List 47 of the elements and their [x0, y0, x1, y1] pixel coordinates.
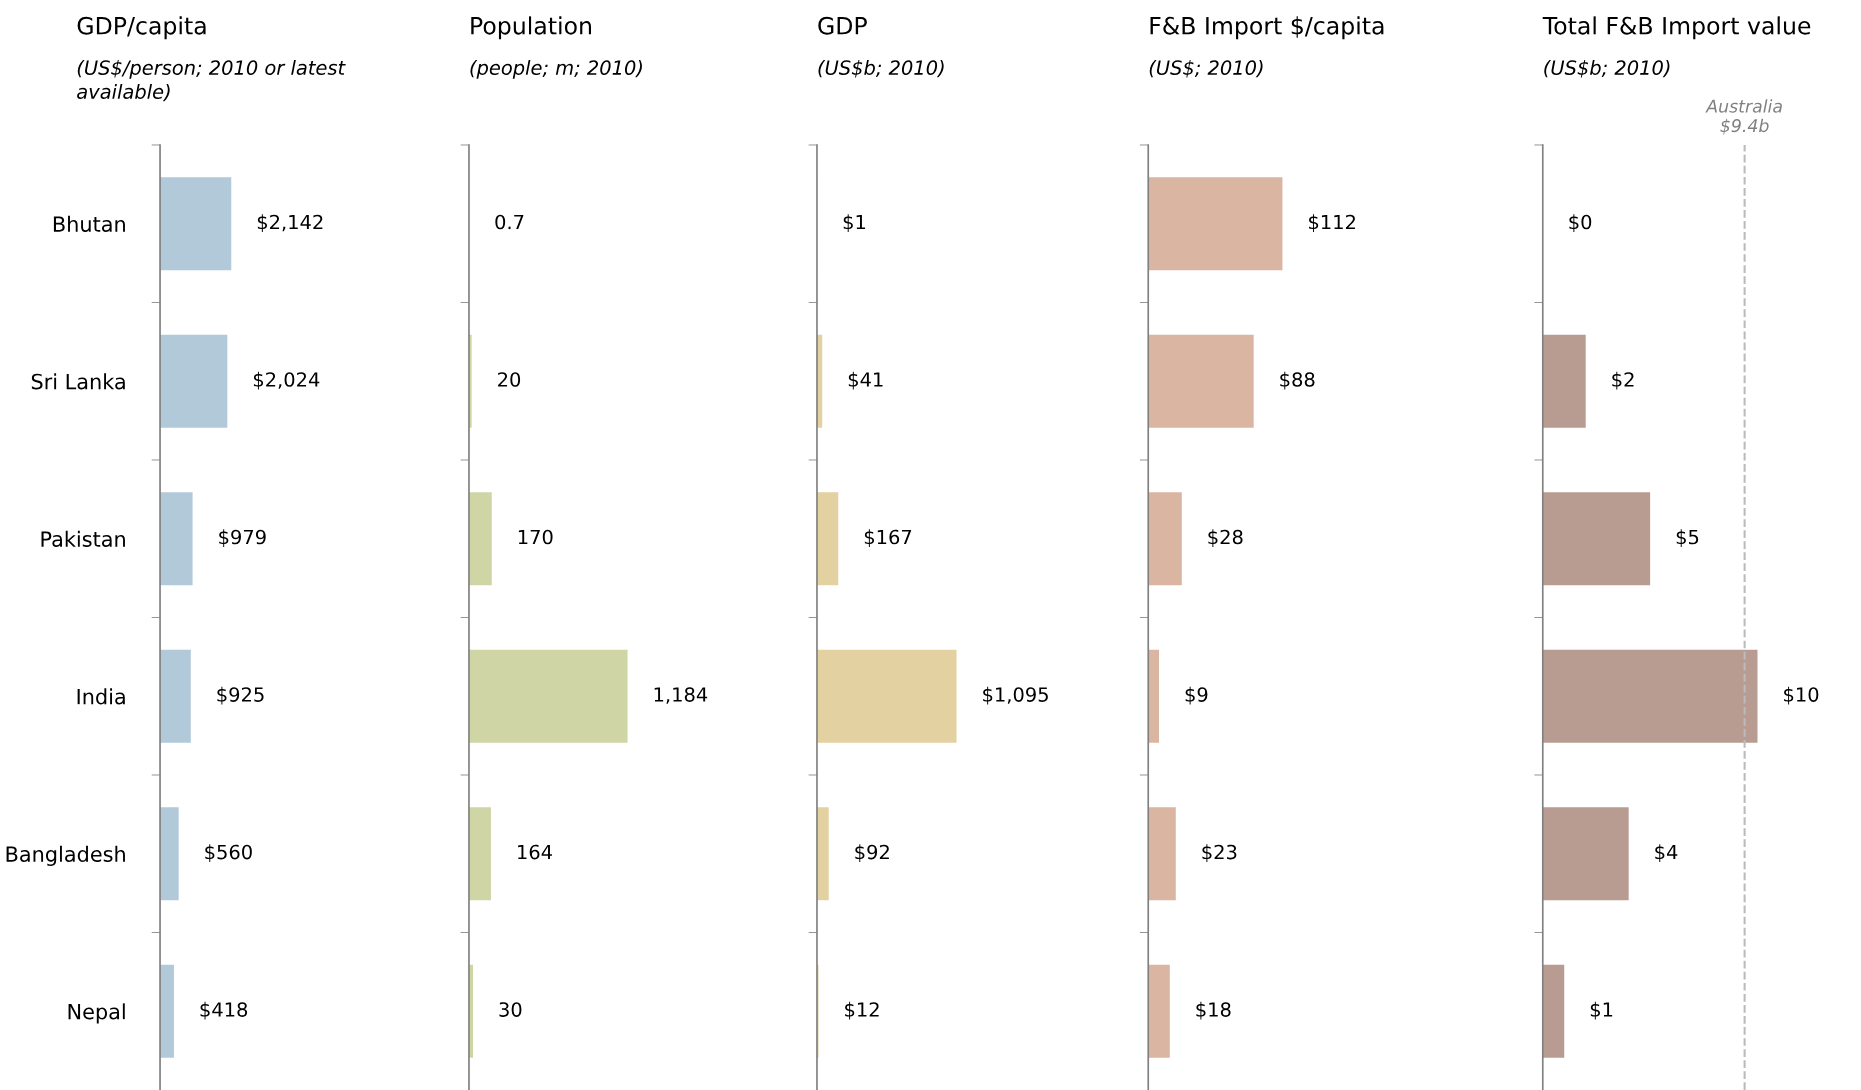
data-label: $167 — [864, 529, 912, 547]
data-label: 170 — [518, 529, 553, 545]
data-label: $1 — [1590, 1001, 1613, 1020]
chart-title: F&B Import $/capita — [1150, 16, 1384, 40]
data-label: $92 — [855, 844, 889, 862]
data-label: $12 — [845, 1001, 879, 1020]
data-label: $418 — [200, 1001, 248, 1020]
ref-line-label: Australia $9.4b — [1705, 99, 1782, 135]
y-tick-label: Bangladesh — [6, 845, 125, 866]
data-label: $9 — [1185, 686, 1208, 705]
chart-subtitle: (people; m; 2010) — [470, 59, 642, 79]
data-label: $2,024 — [253, 371, 320, 390]
data-label: $88 — [1280, 371, 1315, 390]
data-label: 0.7 — [495, 214, 524, 230]
chart-title: GDP/capita — [77, 16, 206, 40]
data-label: $112 — [1309, 214, 1355, 232]
data-label: $10 — [1784, 686, 1819, 705]
data-label: $5 — [1676, 529, 1699, 547]
data-label: $4 — [1655, 844, 1678, 862]
data-label: 20 — [498, 372, 521, 387]
data-label: $23 — [1202, 844, 1237, 862]
data-label: $925 — [217, 686, 264, 705]
y-tick-label: Pakistan — [41, 530, 125, 547]
data-label: $28 — [1208, 529, 1243, 547]
data-label: $979 — [219, 529, 266, 547]
chart-title: Total F&B Import value — [1542, 16, 1811, 40]
y-tick-label: Bhutan — [53, 215, 125, 232]
chart-title: Population — [471, 16, 591, 40]
data-label: 30 — [499, 1002, 522, 1017]
data-label: $2,142 — [257, 214, 323, 232]
chart-subtitle: (US$b; 2010) — [818, 59, 944, 78]
data-label: $560 — [205, 844, 252, 862]
data-label: $0 — [1569, 214, 1592, 232]
chart-subtitle: (US$; 2010) — [1149, 59, 1263, 78]
y-tick-label: India — [77, 688, 125, 705]
y-tick-label: Sri Lanka — [31, 373, 125, 390]
data-label: 1,184 — [654, 687, 708, 704]
chart-subtitle: (US$/person; 2010 or latest available) — [77, 59, 346, 102]
data-label: $2 — [1612, 371, 1634, 390]
y-tick-label: Nepal — [68, 1003, 125, 1024]
data-label: 164 — [518, 844, 552, 860]
chart-subtitle: (US$b; 2010) — [1544, 59, 1670, 78]
data-label: $1 — [843, 214, 866, 232]
data-label: $41 — [848, 371, 883, 390]
data-label: $1,095 — [983, 686, 1048, 705]
data-label: $18 — [1196, 1001, 1231, 1020]
chart-title: GDP — [818, 16, 867, 35]
